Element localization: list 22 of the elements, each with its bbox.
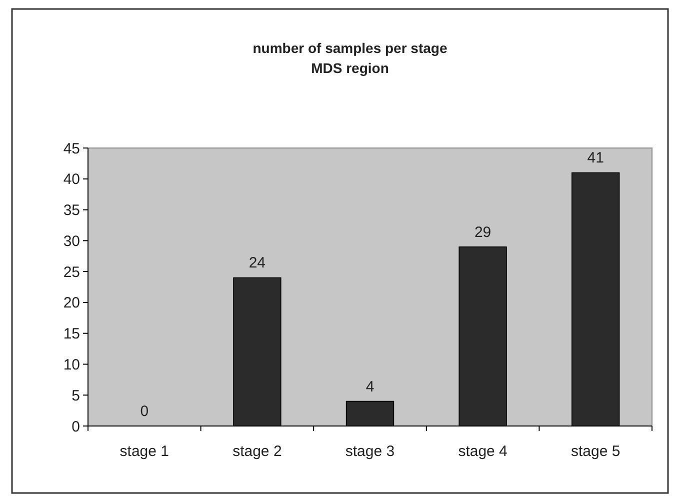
x-tick-label: stage 3 [345,443,395,460]
y-tick-label: 45 [63,140,80,158]
y-tick-label: 10 [63,356,80,374]
x-tick-label: stage 4 [458,443,508,460]
x-tick-label: stage 1 [120,443,170,460]
data-label: 29 [474,224,492,241]
x-tick-label: stage 5 [570,443,620,460]
data-label: 41 [587,150,604,167]
x-tick-label: stage 2 [232,443,282,460]
data-label: 0 [140,403,149,420]
chart-subtitle: MDS region [311,60,389,76]
y-tick-label: 35 [63,202,80,220]
y-tick-label: 30 [63,232,80,250]
y-tick-label: 40 [63,171,80,188]
y-tick-label: 15 [63,326,80,343]
y-tick-label: 20 [63,294,80,312]
y-tick-label: 5 [72,387,80,404]
y-tick-label: 25 [63,264,80,281]
data-label: 4 [366,378,374,396]
y-tick-label: 0 [72,418,80,436]
chart-title: number of samples per stage [252,40,448,56]
data-label: 24 [248,254,266,272]
